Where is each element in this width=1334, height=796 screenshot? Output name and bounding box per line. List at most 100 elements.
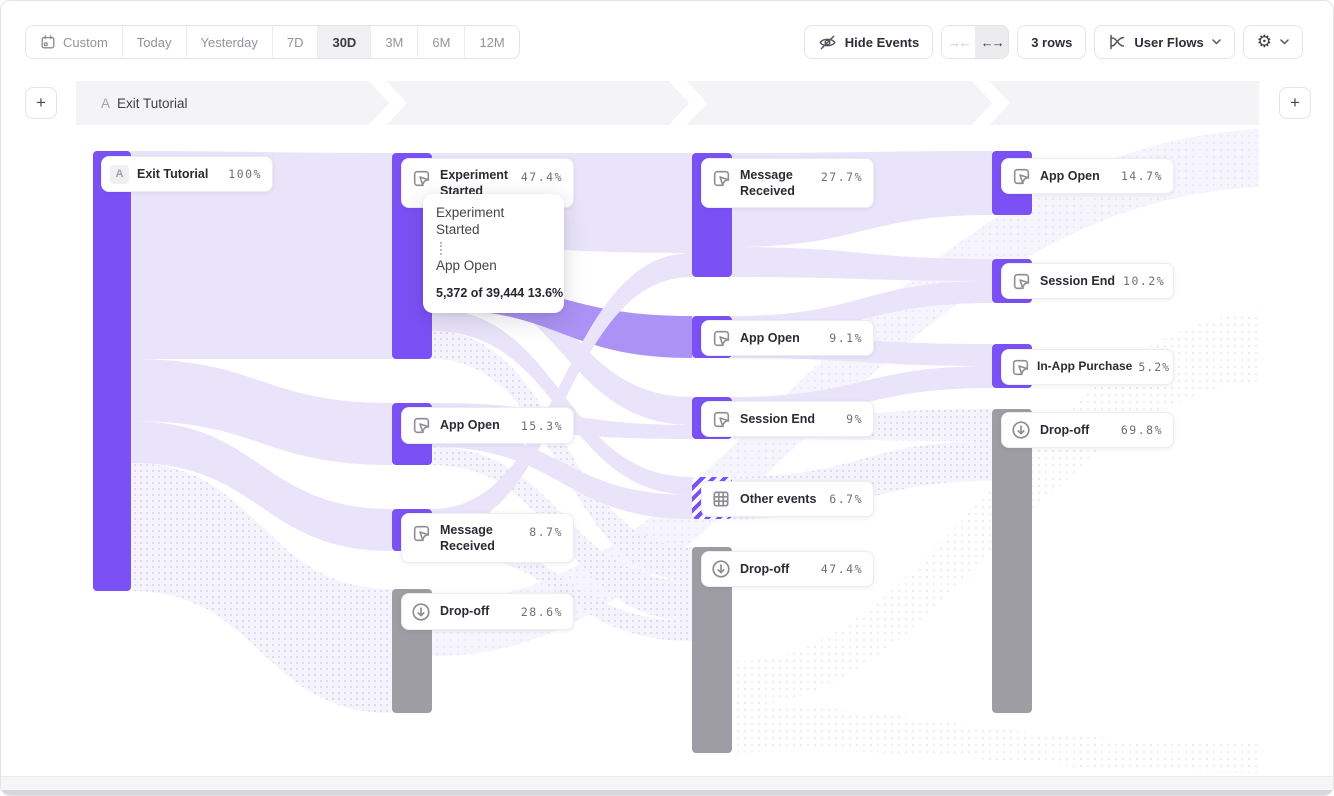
event-icon — [710, 327, 732, 349]
dropoff-icon — [710, 558, 732, 580]
date-range-30d[interactable]: 30D — [317, 26, 371, 58]
node-value: 5.2% — [1138, 360, 1171, 374]
node-value: 9.1% — [829, 331, 863, 345]
lane-header: A Exit Tutorial — [76, 81, 1259, 125]
node-value: 100% — [228, 167, 262, 181]
node-card-dropoff-3[interactable]: Drop-off 47.4% — [701, 551, 874, 587]
flow-band — [732, 247, 992, 281]
flow-band — [432, 309, 692, 495]
node-card-session-end-3[interactable]: Session End 9% — [701, 401, 874, 437]
node-value: 10.2% — [1123, 274, 1166, 288]
date-range-yesterday[interactable]: Yesterday — [185, 26, 272, 58]
lane-prefix: A — [101, 95, 111, 111]
tooltip-stat: 5,372 of 39,444 13.6% — [436, 285, 564, 300]
node-card-other-events-3[interactable]: Other events 6.7% — [701, 481, 874, 517]
node-card-in-app-purchase-4[interactable]: In-App Purchase 5.2% — [1001, 349, 1174, 385]
flow-tooltip: Experiment Started App Open 5,372 of 39,… — [423, 194, 564, 313]
node-value: 8.7% — [529, 525, 563, 539]
node-value: 6.7% — [829, 492, 863, 506]
tooltip-source-event: Experiment Started — [436, 205, 505, 237]
expand-columns-button[interactable]: ←→ — [975, 26, 1009, 58]
date-range-3m[interactable]: 3M — [370, 26, 418, 58]
node-card-message-received-2[interactable]: Message Received 8.7% — [401, 513, 574, 563]
node-label: App Open — [1040, 168, 1100, 183]
user-flows-chart-icon — [1110, 34, 1125, 50]
node-value: 47.4% — [520, 170, 563, 184]
node-card-message-received-3[interactable]: Message Received 27.7% — [701, 158, 874, 208]
event-icon — [410, 167, 432, 189]
flow-band — [131, 421, 392, 551]
eye-off-icon — [819, 35, 836, 49]
flow-band-dropoff — [131, 463, 392, 713]
dropoff-icon — [1010, 419, 1032, 441]
lane-title-text: Exit Tutorial — [117, 95, 188, 111]
collapse-columns-button[interactable]: →← — [942, 26, 976, 58]
event-icon — [410, 415, 432, 437]
plus-icon: + — [36, 93, 46, 112]
node-value: 15.3% — [520, 418, 563, 433]
node-card-exit-tutorial[interactable]: A Exit Tutorial 100% — [101, 156, 273, 192]
gear-icon: ⚙ — [1256, 31, 1272, 52]
node-label: Message Received — [740, 168, 795, 199]
collapse-expand-group: →← ←→ — [941, 25, 1010, 59]
expand-arrows-icon: ←→ — [980, 34, 1005, 50]
node-label: In-App Purchase — [1037, 359, 1133, 374]
rows-button[interactable]: 3 rows — [1017, 25, 1087, 59]
node-label: Other events — [740, 491, 817, 506]
node-card-app-open-3[interactable]: App Open 9.1% — [701, 320, 874, 356]
date-range-6m[interactable]: 6M — [417, 26, 465, 58]
chevron-down-icon — [1280, 39, 1289, 45]
date-range-today[interactable]: Today — [121, 26, 186, 58]
calendar-icon — [41, 35, 55, 49]
node-label: Message Received — [440, 523, 495, 554]
node-label: App Open — [740, 330, 800, 345]
date-range-group: Custom Today Yesterday 7D 30D 3M 6M 12M — [25, 25, 520, 59]
tooltip-connector — [440, 241, 442, 255]
bottom-edge — [1, 790, 1333, 795]
event-icon — [1009, 356, 1031, 378]
node-value: 27.7% — [820, 170, 863, 184]
plus-icon: + — [1290, 93, 1300, 112]
add-step-right-button[interactable]: + — [1279, 87, 1311, 119]
node-label: Drop-off — [440, 604, 490, 619]
node-bar-exit-tutorial[interactable] — [93, 151, 131, 591]
node-label: Session End — [1040, 273, 1116, 288]
date-range-custom-label: Custom — [63, 34, 108, 50]
settings-button[interactable]: ⚙ — [1242, 25, 1303, 59]
date-range-12m[interactable]: 12M — [464, 26, 519, 58]
node-card-session-end-4[interactable]: Session End 10.2% — [1001, 263, 1174, 299]
collapse-arrows-icon: →← — [947, 34, 972, 50]
date-range-7d[interactable]: 7D — [271, 26, 318, 58]
event-icon — [1010, 270, 1032, 292]
node-bar-dropoff-4[interactable] — [992, 409, 1032, 713]
node-label: App Open — [440, 418, 500, 433]
node-label: Session End — [740, 411, 816, 426]
add-step-left-button[interactable]: + — [25, 87, 57, 119]
node-value: 14.7% — [1120, 169, 1163, 183]
node-label: Drop-off — [1040, 422, 1090, 437]
node-value: 9% — [846, 412, 863, 426]
node-label: Drop-off — [740, 561, 790, 576]
hide-events-button[interactable]: Hide Events — [803, 25, 934, 59]
node-card-app-open-4[interactable]: App Open 14.7% — [1001, 158, 1174, 194]
grid-icon — [710, 488, 732, 510]
node-value: 28.6% — [520, 604, 563, 619]
node-card-dropoff-2[interactable]: Drop-off 28.6% — [401, 593, 574, 630]
lane-title: A Exit Tutorial — [101, 81, 188, 125]
event-icon — [1010, 165, 1032, 187]
toolbar-right: Hide Events →← ←→ 3 rows User Fl — [803, 25, 1303, 59]
footer-strip — [1, 776, 1333, 790]
node-card-app-open-2[interactable]: App Open 15.3% — [401, 407, 574, 444]
node-label: Exit Tutorial — [137, 166, 209, 181]
tooltip-target-event: App Open — [436, 257, 497, 273]
event-icon — [410, 522, 432, 544]
chevron-down-icon — [1212, 39, 1221, 45]
node-value: 69.8% — [1120, 423, 1163, 437]
date-range-custom[interactable]: Custom — [26, 26, 122, 58]
event-icon — [710, 167, 732, 189]
dropoff-icon — [410, 601, 432, 623]
view-selector-button[interactable]: User Flows — [1094, 25, 1235, 59]
flow-band — [131, 359, 392, 465]
node-card-dropoff-4[interactable]: Drop-off 69.8% — [1001, 412, 1174, 448]
